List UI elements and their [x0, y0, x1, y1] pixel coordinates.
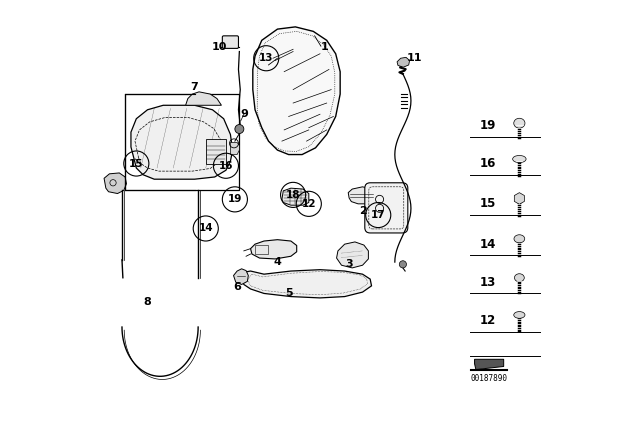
- Text: 7: 7: [191, 82, 198, 92]
- Text: 9: 9: [240, 109, 248, 119]
- Text: 4: 4: [273, 257, 282, 267]
- Polygon shape: [230, 142, 239, 155]
- Polygon shape: [337, 242, 369, 268]
- Text: 15: 15: [129, 159, 143, 168]
- Bar: [255, 245, 269, 254]
- Circle shape: [399, 261, 406, 268]
- Polygon shape: [186, 92, 221, 105]
- Text: 17: 17: [371, 210, 385, 220]
- Text: 5: 5: [285, 289, 292, 298]
- Polygon shape: [397, 57, 410, 67]
- Text: 8: 8: [143, 297, 152, 307]
- Ellipse shape: [513, 155, 526, 163]
- Text: 1: 1: [321, 42, 328, 52]
- Polygon shape: [282, 188, 309, 205]
- Polygon shape: [348, 187, 374, 204]
- FancyBboxPatch shape: [222, 36, 239, 48]
- Polygon shape: [104, 173, 127, 194]
- Ellipse shape: [515, 274, 524, 282]
- Text: 13: 13: [480, 276, 496, 289]
- Text: 11: 11: [406, 53, 422, 63]
- Text: 12: 12: [301, 199, 316, 209]
- Polygon shape: [251, 240, 297, 259]
- Polygon shape: [234, 269, 248, 284]
- Text: 6: 6: [233, 282, 241, 292]
- Bar: [206, 139, 226, 164]
- FancyBboxPatch shape: [365, 183, 408, 233]
- Text: 12: 12: [480, 314, 496, 327]
- Text: 2: 2: [358, 206, 367, 215]
- Text: 13: 13: [259, 53, 273, 63]
- Text: 18: 18: [286, 190, 300, 200]
- Polygon shape: [131, 105, 233, 179]
- Bar: [125, 94, 239, 190]
- Text: 16: 16: [219, 161, 233, 171]
- Polygon shape: [242, 270, 371, 298]
- Text: 10: 10: [211, 42, 227, 52]
- Ellipse shape: [514, 118, 525, 128]
- Ellipse shape: [514, 235, 525, 243]
- Polygon shape: [475, 359, 504, 370]
- Text: 3: 3: [346, 259, 353, 269]
- Text: 16: 16: [480, 157, 496, 170]
- Text: 19: 19: [228, 194, 242, 204]
- Text: 14: 14: [198, 224, 213, 233]
- Text: 00187890: 00187890: [470, 374, 508, 383]
- Circle shape: [235, 125, 244, 134]
- Text: 14: 14: [480, 237, 496, 251]
- Polygon shape: [253, 27, 340, 155]
- Text: 15: 15: [480, 197, 496, 211]
- Text: 19: 19: [480, 119, 496, 132]
- Ellipse shape: [514, 312, 525, 319]
- Polygon shape: [515, 193, 524, 204]
